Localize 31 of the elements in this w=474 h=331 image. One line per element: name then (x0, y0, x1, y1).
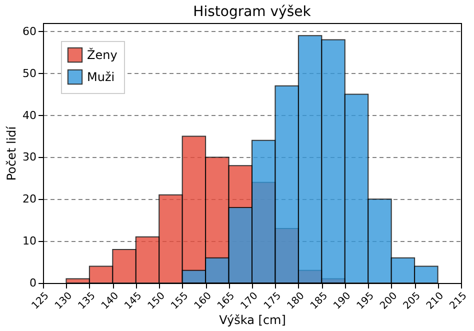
x-tick-label: 200 (378, 290, 400, 312)
x-tick-label: 205 (402, 290, 423, 312)
x-tick-label: 215 (448, 290, 470, 312)
y-tick-label: 40 (22, 108, 36, 122)
y-axis-title: Počet lidí (4, 126, 19, 181)
x-tick-label: 165 (216, 290, 238, 312)
x-tick-label: 140 (100, 290, 121, 312)
x-tick-label: 175 (262, 290, 284, 312)
y-tick-label: 0 (30, 276, 36, 290)
x-tick-label: 190 (332, 290, 354, 312)
x-tick-label: 130 (53, 290, 74, 312)
x-tick-label: 125 (30, 290, 52, 312)
y-tick-label: 10 (22, 234, 36, 248)
legend-label: Ženy (87, 47, 118, 62)
y-tick-label: 30 (22, 150, 36, 164)
legend-label: Muži (87, 70, 115, 84)
x-tick-label: 210 (424, 290, 446, 312)
x-tick-label: 170 (239, 290, 260, 312)
x-tick-label: 180 (285, 290, 307, 312)
x-tick-label: 150 (146, 290, 168, 312)
chart-title: Histogram výšek (193, 4, 312, 20)
x-axis-title: Výška [cm] (219, 313, 286, 328)
x-tick-label: 145 (122, 290, 144, 312)
x-tick-label: 160 (192, 290, 214, 312)
x-tick-label: 195 (355, 290, 376, 312)
y-tick-label: 60 (22, 24, 36, 38)
y-tick-label: 20 (22, 192, 36, 206)
x-tick-label: 135 (76, 290, 98, 312)
x-tick-label: 155 (169, 290, 191, 312)
y-tick-label: 50 (22, 66, 36, 80)
x-tick-label: 185 (308, 290, 330, 312)
